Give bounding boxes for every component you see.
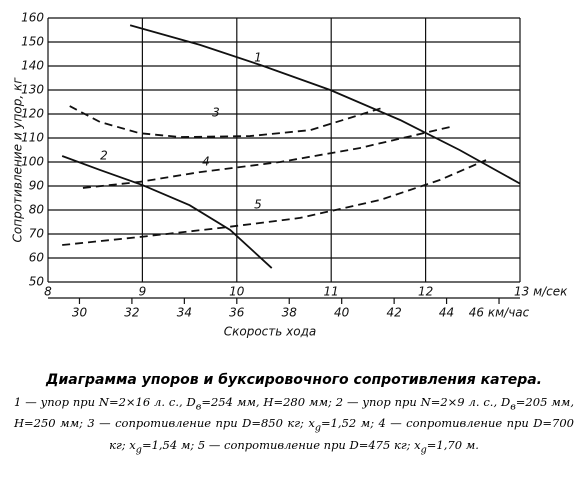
caption-title: Диаграмма упоров и буксировочного сопрот… bbox=[46, 372, 542, 388]
x2-tick-label: 38 bbox=[282, 306, 298, 320]
caption-run: g bbox=[314, 422, 321, 434]
y-tick-label: 160 bbox=[21, 11, 44, 25]
caption-run: g bbox=[420, 443, 427, 455]
caption-run: =1,52 м; 4 — сопротивление при D=700 кг;… bbox=[109, 416, 575, 452]
y-tick-label: 50 bbox=[29, 275, 45, 289]
y-tick-label: 100 bbox=[21, 155, 44, 169]
series-label: 3 bbox=[212, 106, 220, 120]
y-tick-label: 70 bbox=[29, 227, 45, 241]
series-line bbox=[62, 159, 487, 246]
series-label: 2 bbox=[100, 149, 108, 163]
y-tick-label: 110 bbox=[21, 131, 44, 145]
caption: Диаграмма упоров и буксировочного сопрот… bbox=[14, 372, 574, 458]
x-tick-label: 10 bbox=[229, 285, 245, 299]
x-tick-label: 11 bbox=[324, 285, 339, 299]
x2-tick-label: 40 bbox=[334, 306, 350, 320]
x2-tick-label: 42 bbox=[386, 306, 401, 320]
y-tick-label: 60 bbox=[29, 251, 45, 265]
x2-tick-label: 44 bbox=[439, 306, 454, 320]
x2-tick-label: 32 bbox=[124, 306, 139, 320]
series-line bbox=[61, 155, 273, 269]
x2-tick-label: 30 bbox=[72, 306, 88, 320]
x-tick-label: 9 bbox=[139, 285, 147, 299]
y-axis-label: Сопротивление и упор, кг bbox=[11, 77, 25, 243]
y-tick-label: 150 bbox=[21, 35, 44, 49]
series-line bbox=[129, 24, 521, 185]
series-line bbox=[69, 105, 386, 138]
series-line bbox=[82, 126, 451, 189]
caption-run: в bbox=[195, 401, 202, 413]
caption-run: =1,54 м; 5 — сопротивление при D=475 кг;… bbox=[141, 437, 421, 452]
series-label: 1 bbox=[254, 51, 262, 65]
caption-text: 1 — упор при N=2×16 л. с., Dв=254 мм, H=… bbox=[14, 394, 574, 458]
y-tick-label: 90 bbox=[29, 179, 45, 193]
caption-run: 1 — упор при N=2×16 л. с., D bbox=[14, 395, 196, 409]
y-tick-label: 120 bbox=[21, 107, 44, 121]
x2-tick-label: 36 bbox=[229, 306, 245, 320]
x2-tick-label: 34 bbox=[177, 306, 192, 320]
caption-run: =205 мм, H=250 мм; 3 — сопротивление при… bbox=[14, 395, 574, 431]
series-label: 4 bbox=[202, 155, 210, 169]
y-tick-label: 130 bbox=[21, 83, 44, 97]
caption-run: g bbox=[135, 443, 142, 455]
x-tick-label: 8 bbox=[44, 285, 52, 299]
y-tick-label: 80 bbox=[29, 203, 45, 217]
chart: Сопротивление и упор, кг Скорость хода 5… bbox=[11, 11, 569, 339]
x-tick-label: 13 м/сек bbox=[514, 285, 568, 299]
caption-run: =1,70 м. bbox=[426, 437, 479, 452]
series-label: 5 bbox=[254, 198, 262, 212]
caption-run: =254 мм, H=280 мм; 2 — упор при N=2×9 л.… bbox=[201, 395, 511, 409]
y-tick-label: 140 bbox=[21, 59, 44, 73]
x-axis-label: Скорость хода bbox=[224, 325, 317, 339]
caption-run: в bbox=[510, 401, 516, 413]
x2-tick-label: 46 км/час bbox=[469, 306, 530, 320]
x-tick-label: 12 bbox=[418, 285, 433, 299]
